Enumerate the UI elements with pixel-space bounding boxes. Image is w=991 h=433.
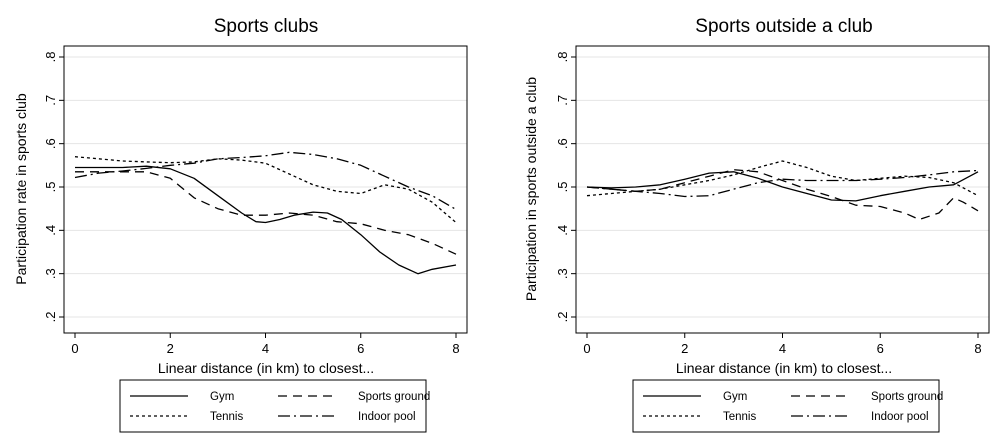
x-tick-label: 6	[357, 341, 364, 356]
chart-panel: Sports clubs .2 .3 .4 .5 .6 .7 .8 0 2 4 6 8 Linear di…	[13, 16, 468, 433]
legend-label: Indoor pool	[358, 411, 416, 423]
x-tick-label: 4	[779, 341, 786, 356]
y-axis-title: Participation in sports outside a club	[523, 77, 539, 301]
series-line-indoor-pool	[74, 151, 457, 211]
chart-panels: Sports clubs .2 .3 .4 .5 .6 .7 .8 0 2 4 6 8 Linear di…	[13, 16, 990, 433]
y-tick-label: .7	[43, 95, 58, 106]
x-axis-title: Linear distance (in km) to closest...	[158, 360, 374, 376]
series-line-indoor-pool	[586, 169, 979, 198]
series-line-sports-ground	[586, 169, 979, 221]
y-tick-label: .6	[43, 138, 58, 149]
series-line-sports-ground	[75, 171, 457, 255]
legend-label: Gym	[210, 391, 234, 403]
legend-label: Tennis	[210, 411, 243, 423]
chart-title: Sports outside a club	[695, 16, 872, 37]
y-tick-label: .8	[555, 52, 570, 63]
x-tick-label: 8	[452, 341, 459, 356]
x-tick-label: 0	[583, 341, 590, 356]
y-tick-label: .2	[555, 312, 570, 323]
legend-label: Sports ground	[358, 391, 430, 403]
legend-label: Tennis	[723, 411, 756, 423]
series-line-tennis	[586, 160, 979, 197]
y-tick-label: .3	[555, 268, 570, 279]
series-line-gym	[75, 165, 457, 275]
x-tick-label: 8	[974, 341, 981, 356]
legend-label: Gym	[723, 391, 747, 403]
y-tick-label: .5	[43, 182, 58, 193]
x-tick-label: 2	[167, 341, 174, 356]
series-line-tennis	[74, 156, 457, 223]
y-tick-label: .8	[43, 52, 58, 63]
x-tick-label: 4	[262, 341, 269, 356]
y-tick-label: .5	[555, 182, 570, 193]
y-tick-label: .3	[43, 268, 58, 279]
legend-label: Sports ground	[871, 391, 943, 403]
y-tick-label: .2	[43, 312, 58, 323]
plot-frame	[575, 45, 990, 334]
y-tick-label: .6	[555, 138, 570, 149]
series-line-gym	[586, 171, 979, 202]
y-axis-title: Participation rate in sports club	[13, 93, 29, 285]
legend: Gym Sports ground Tennis Indoor pool	[119, 379, 430, 433]
legend-box	[632, 379, 940, 433]
plot-frame	[63, 45, 468, 334]
x-tick-label: 0	[71, 341, 78, 356]
x-tick-label: 2	[681, 341, 688, 356]
y-tick-label: .4	[43, 225, 58, 236]
legend-label: Indoor pool	[871, 411, 929, 423]
legend: Gym Sports ground Tennis Indoor pool	[632, 379, 943, 433]
chart-panel: Sports outside a club .2 .3 .4 .5 .6 .7 .8 0 2 4 6 8…	[523, 16, 990, 433]
x-tick-label: 6	[877, 341, 884, 356]
x-axis-title: Linear distance (in km) to closest...	[676, 360, 892, 376]
y-tick-label: .4	[555, 225, 570, 236]
legend-box	[119, 379, 427, 433]
y-tick-label: .7	[555, 95, 570, 106]
chart-title: Sports clubs	[214, 16, 319, 37]
